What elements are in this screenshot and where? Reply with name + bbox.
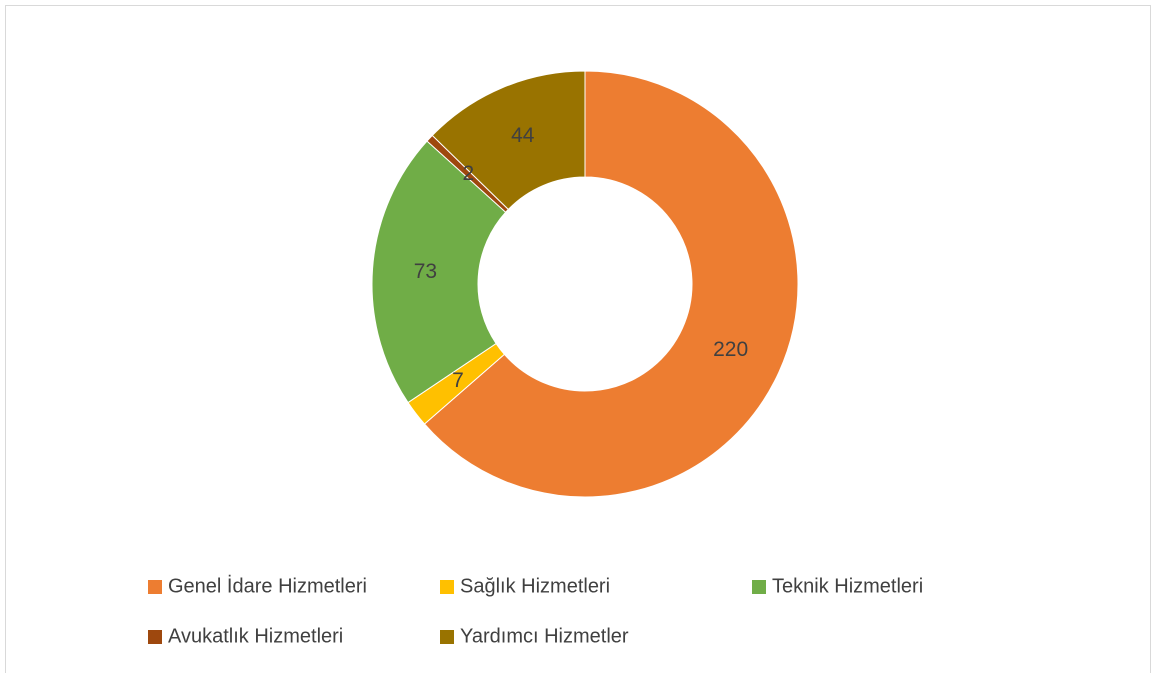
legend-swatch — [440, 580, 454, 594]
legend-label: Avukatlık Hizmetleri — [168, 625, 343, 647]
donut-slice — [371, 140, 507, 404]
data-label: 2 — [462, 162, 474, 185]
chart-border — [5, 5, 1151, 673]
legend-swatch — [148, 630, 162, 644]
data-label: 7 — [452, 369, 464, 392]
legend-label: Teknik Hizmetleri — [772, 575, 923, 597]
donut-slice — [431, 70, 586, 211]
legend-swatch — [752, 580, 766, 594]
legend-label: Sağlık Hizmetleri — [460, 575, 610, 597]
data-label: 220 — [713, 338, 748, 361]
data-label: 44 — [511, 124, 535, 147]
legend-swatch — [440, 630, 454, 644]
legend-swatch — [148, 580, 162, 594]
legend-label: Genel İdare Hizmetleri — [168, 574, 367, 597]
donut-slice — [423, 70, 799, 498]
legend-label: Yardımcı Hizmetler — [460, 625, 629, 647]
data-label: 73 — [414, 260, 437, 283]
